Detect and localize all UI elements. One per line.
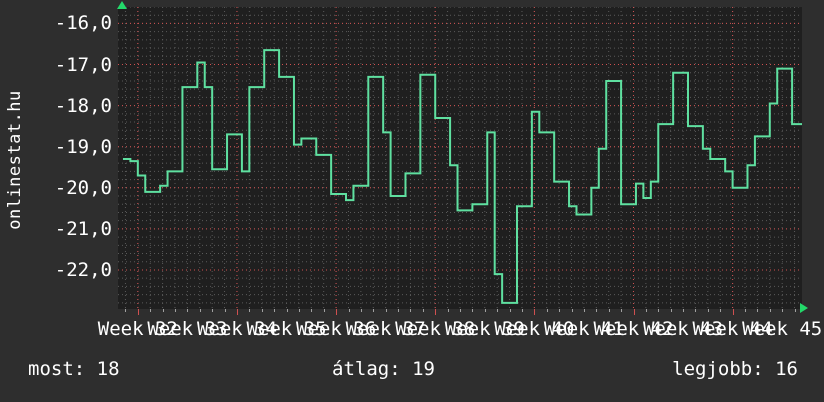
x-axis-label: Week 41 xyxy=(543,318,624,340)
y-axis-label: -22,0 xyxy=(54,258,112,281)
x-axis-minor-tick xyxy=(460,309,461,312)
x-axis-minor-tick xyxy=(150,309,152,312)
x-axis-minor-tick xyxy=(782,309,784,312)
x-axis-minor-tick xyxy=(794,309,796,312)
x-axis-major-tick xyxy=(732,309,734,315)
x-axis-major-tick xyxy=(336,309,338,315)
x-axis-minor-tick xyxy=(745,309,746,312)
x-axis-minor-tick xyxy=(398,309,399,312)
x-axis-minor-tick xyxy=(683,309,684,312)
x-axis-minor-tick xyxy=(175,309,176,312)
y-axis-label: -18,0 xyxy=(54,94,112,117)
x-axis-minor-tick xyxy=(757,309,759,312)
x-axis-label: Week 38 xyxy=(395,318,476,340)
x-axis-minor-tick xyxy=(559,309,561,312)
y-axis-label: -19,0 xyxy=(54,135,112,158)
x-axis-label: Week 33 xyxy=(147,318,228,340)
x-axis-major-tick xyxy=(137,309,139,315)
chart-svg xyxy=(118,7,802,309)
x-axis-major-tick xyxy=(237,309,238,315)
x-axis-minor-tick xyxy=(385,309,387,312)
x-axis-minor-tick xyxy=(472,309,474,312)
legend-legjobb: legjobb: 16 xyxy=(672,358,798,380)
x-axis-label: Week 32 xyxy=(97,318,178,340)
x-axis-major-tick xyxy=(435,309,437,315)
x-axis-label: Week 39 xyxy=(444,318,525,340)
y-axis-label: -21,0 xyxy=(54,217,112,240)
x-axis-minor-tick xyxy=(125,309,127,312)
x-axis-label: Week 37 xyxy=(345,318,426,340)
x-axis-major-tick xyxy=(534,309,536,315)
x-axis-label: Week 34 xyxy=(196,318,278,340)
x-axis-minor-tick xyxy=(348,309,350,312)
x-axis-minor-tick xyxy=(286,309,288,312)
x-axis-labels: Week 32 Week 33 Week 34 Week 35 Week 36 Week … xyxy=(0,318,824,344)
x-axis-minor-tick xyxy=(769,309,771,312)
x-axis-minor-tick xyxy=(695,309,697,312)
x-axis-label: Week 43 xyxy=(642,318,724,340)
x-axis-minor-tick xyxy=(658,309,660,312)
x-axis-minor-tick xyxy=(311,309,313,312)
x-axis-minor-tick xyxy=(323,309,325,312)
x-axis-minor-tick xyxy=(447,309,449,312)
y-axis-label: -20,0 xyxy=(54,176,112,199)
x-axis-minor-tick xyxy=(720,309,722,312)
x-axis-minor-tick xyxy=(162,309,164,312)
vertical-axis-title: onlinestat.hu xyxy=(0,0,30,320)
x-axis-minor-tick xyxy=(522,309,523,312)
x-axis-ticks xyxy=(118,309,802,316)
x-axis-minor-tick xyxy=(224,309,226,312)
x-axis-label: Week 35 xyxy=(246,318,327,340)
x-axis-minor-tick xyxy=(298,309,300,312)
legend-most: most: 18 xyxy=(28,358,120,380)
y-axis-label: -17,0 xyxy=(54,53,112,76)
x-axis-minor-tick xyxy=(212,309,214,312)
x-axis-minor-tick xyxy=(583,309,585,312)
x-axis-minor-tick xyxy=(621,309,623,312)
x-axis-label: Week 44 xyxy=(692,318,773,340)
minor-gridlines xyxy=(118,7,802,309)
x-axis-minor-tick xyxy=(707,309,709,312)
x-axis-label: Week 42 xyxy=(593,318,674,340)
y-axis-arrow-icon xyxy=(117,1,127,9)
x-axis-minor-tick xyxy=(670,309,672,312)
x-axis-minor-tick xyxy=(410,309,412,312)
x-axis-minor-tick xyxy=(608,309,610,312)
x-axis-minor-tick xyxy=(249,309,251,312)
y-axis-label: -16,0 xyxy=(54,12,112,35)
vertical-axis-title-text: onlinestat.hu xyxy=(5,90,25,230)
legend-atlag: átlag: 19 xyxy=(332,358,435,380)
footer-legend: most: 18 átlag: 19 legjobb: 16 xyxy=(0,358,824,392)
x-axis-minor-tick xyxy=(571,309,573,312)
x-axis-minor-tick xyxy=(360,309,362,312)
x-axis-major-tick xyxy=(633,309,635,315)
x-axis-minor-tick xyxy=(484,309,486,312)
x-axis-minor-tick xyxy=(373,309,375,312)
x-axis-minor-tick xyxy=(596,309,598,312)
x-axis-minor-tick xyxy=(546,309,548,312)
data-series-line xyxy=(122,49,802,304)
x-axis-minor-tick xyxy=(261,309,263,312)
x-axis-minor-tick xyxy=(274,309,276,312)
x-axis-minor-tick xyxy=(645,309,647,312)
x-axis-label: Week 36 xyxy=(296,318,377,340)
x-axis-arrow-icon xyxy=(800,303,808,313)
x-axis-minor-tick xyxy=(422,309,424,312)
x-axis-minor-tick xyxy=(509,309,511,312)
x-axis-label: Week 45 xyxy=(742,318,823,340)
x-axis-minor-tick xyxy=(497,309,499,312)
y-axis-labels: -16,0 -17,0 -18,0 -19,0 -20,0 -21,0 -22,0 xyxy=(30,0,116,320)
x-axis-minor-tick xyxy=(199,309,201,312)
plot-area xyxy=(118,7,802,309)
x-axis-minor-tick xyxy=(187,309,189,312)
x-axis-label: Week 40 xyxy=(494,318,575,340)
